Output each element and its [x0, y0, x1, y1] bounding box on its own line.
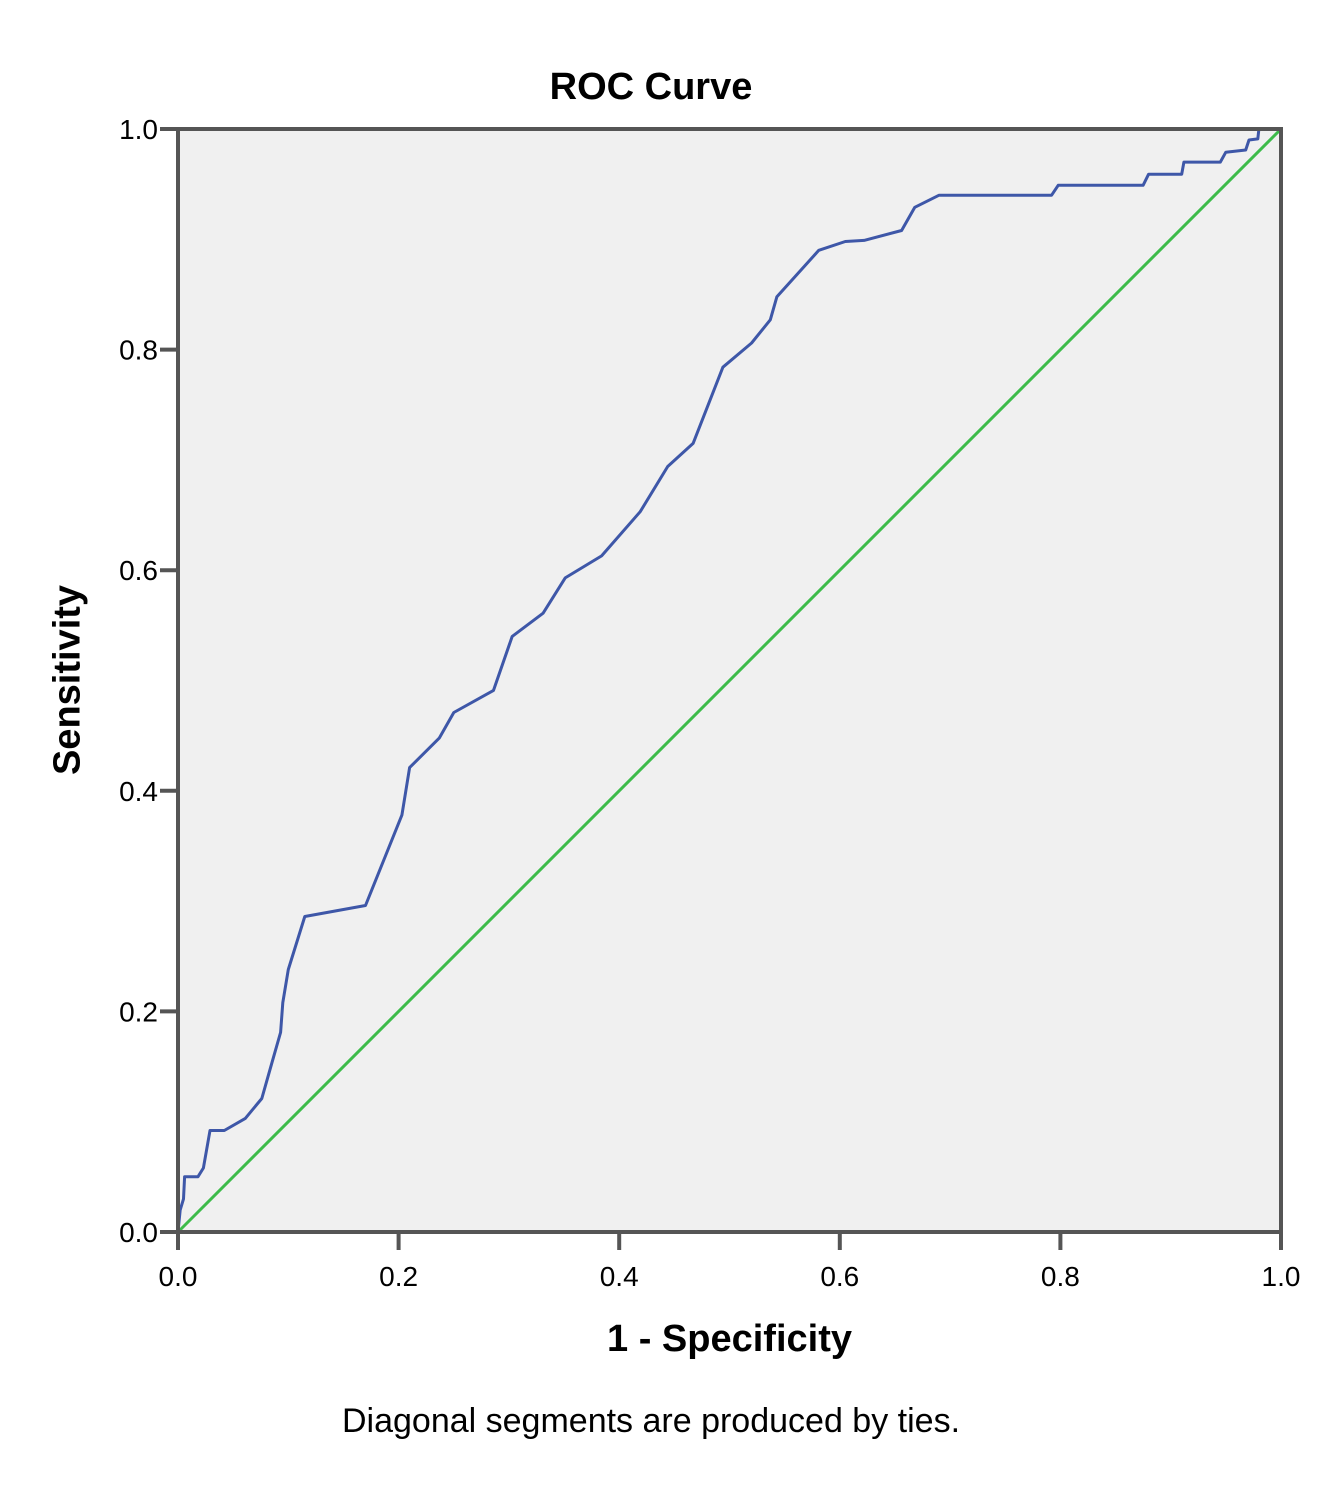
y-tick-label: 0.0 — [119, 1217, 158, 1248]
y-tick-label: 0.8 — [119, 335, 158, 366]
reference-line-line — [176, 127, 1283, 1234]
x-tick-label: 0.2 — [379, 1261, 418, 1292]
x-tick-label: 0.0 — [159, 1261, 198, 1292]
y-tick-label: 0.4 — [119, 776, 158, 807]
y-tick-label: 0.2 — [119, 996, 158, 1027]
x-tick-label: 0.4 — [600, 1261, 639, 1292]
series-layer — [176, 127, 1283, 1234]
x-tick-label: 1.0 — [1262, 1261, 1301, 1292]
roc-curve-line — [176, 127, 1281, 1233]
y-tick-label: 0.6 — [119, 555, 158, 586]
chart-title: ROC Curve — [549, 66, 753, 108]
y-axis-ticks: 0.0 0.2 0.4 0.6 0.8 1.0 — [119, 114, 178, 1248]
plot-frame — [176, 127, 1283, 1234]
x-axis-ticks: 0.0 0.2 0.4 0.6 0.8 1.0 — [159, 1232, 1301, 1292]
x-axis-label: 1 - Specificity — [607, 1318, 852, 1360]
y-tick-label: 1.0 — [119, 114, 158, 145]
chart-footnote: Diagonal segments are produced by ties. — [341, 1402, 961, 1440]
x-tick-label: 0.6 — [820, 1261, 859, 1292]
x-tick-label: 0.8 — [1041, 1261, 1080, 1292]
